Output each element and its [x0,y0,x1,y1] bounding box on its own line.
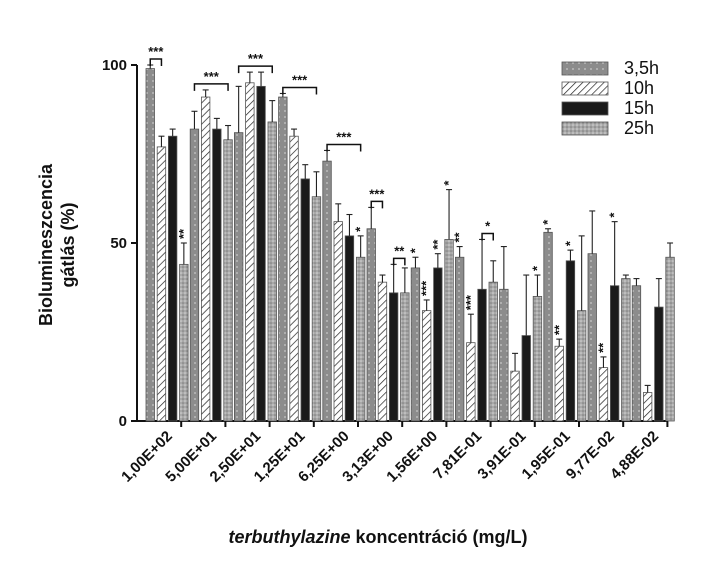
legend-label: 10h [624,78,654,98]
y-tick-label: 100 [102,57,127,74]
bar [245,82,255,422]
bar [167,135,178,422]
bar [477,288,487,422]
legend-label: 15h [624,98,654,118]
significance-label: ** [595,342,610,353]
bar [322,160,332,422]
bar [278,96,288,422]
bar [610,285,620,422]
bar [233,132,244,422]
bar [344,235,355,422]
significance-label: *** [463,294,478,310]
significance-label: ** [452,232,467,243]
bar [510,370,520,422]
bar [444,239,454,422]
significance-bracket [193,83,229,91]
bar [654,306,664,422]
bracket-label: *** [248,51,264,66]
bar [200,96,211,422]
significance-bracket [282,86,318,95]
significance-label: * [353,226,368,232]
bar [598,367,609,422]
bar [577,310,587,422]
bar [156,146,167,422]
significance-label: ** [176,228,191,239]
bracket-label: *** [336,129,352,144]
bracket-label: *** [292,72,308,87]
bar [521,335,531,422]
bar [355,256,366,422]
bar [621,278,631,422]
bracket-label: *** [369,186,385,201]
significance-label: ** [430,239,445,250]
y-tick-label: 50 [110,235,127,252]
significance-label: * [607,212,622,218]
bar [554,345,564,422]
legend-swatch [561,101,609,116]
bar [189,128,200,422]
significance-label: * [407,247,422,253]
legend-label: 25h [624,118,654,138]
bar [388,292,399,422]
significance-label: * [441,180,456,186]
bar [433,267,443,422]
significance-bracket [237,65,273,74]
x-axis-title-italic: terbuthylazine [228,527,350,547]
x-axis-title: terbuthylazine koncentráció (mg/L) [228,527,527,547]
significance-label: * [529,265,544,271]
bar [488,281,498,422]
bracket-label: *** [204,69,220,84]
y-axis-title-line2: gátlás (%) [58,202,78,287]
bar [499,288,509,422]
significance-label: ** [551,324,566,335]
x-axis-title-rest: koncentráció (mg/L) [351,527,528,547]
bar [256,85,266,422]
bar [454,256,465,422]
bar [587,253,597,422]
bar [300,178,310,422]
bracket-label: * [485,218,491,233]
significance-label: * [540,219,555,225]
bar [532,295,543,422]
x-tick-label: 4,88E-02 [607,428,662,483]
bar [377,281,388,422]
significance-bracket [481,232,494,241]
y-tick-label: 0 [119,413,127,430]
bar [631,285,642,422]
bar [145,68,155,422]
bar [212,128,222,422]
bar [466,342,476,422]
significance-label: *** [419,280,434,296]
y-ticks: 0 50 100 [102,57,137,430]
bar [400,292,410,422]
bar [366,228,376,422]
bar [565,260,576,422]
bar [223,139,233,422]
x-ticks: 1,00E+025,00E+012,50E+011,25E+016,25E+00… [118,421,669,486]
y-axis-title-line1: Biolumineszcencia [36,163,56,326]
bracket-label: ** [394,243,405,258]
bar [267,121,277,422]
bracket-label: *** [148,44,164,59]
significance-bracket [326,143,362,152]
significance-bracket [392,257,406,266]
legend-swatch [561,61,609,76]
bar [289,135,299,422]
bar [665,256,675,422]
legend-swatch [561,121,609,136]
bar [179,263,189,422]
legend-swatch [561,81,609,96]
significance-bracket [149,58,163,66]
significance-label: * [562,240,577,246]
legend-label: 3,5h [624,58,659,78]
bar [333,221,343,422]
bar [421,310,432,422]
bars: **************** **** ********************… [145,44,675,422]
bar [643,392,653,422]
significance-bracket [370,200,384,209]
bar [311,196,322,422]
